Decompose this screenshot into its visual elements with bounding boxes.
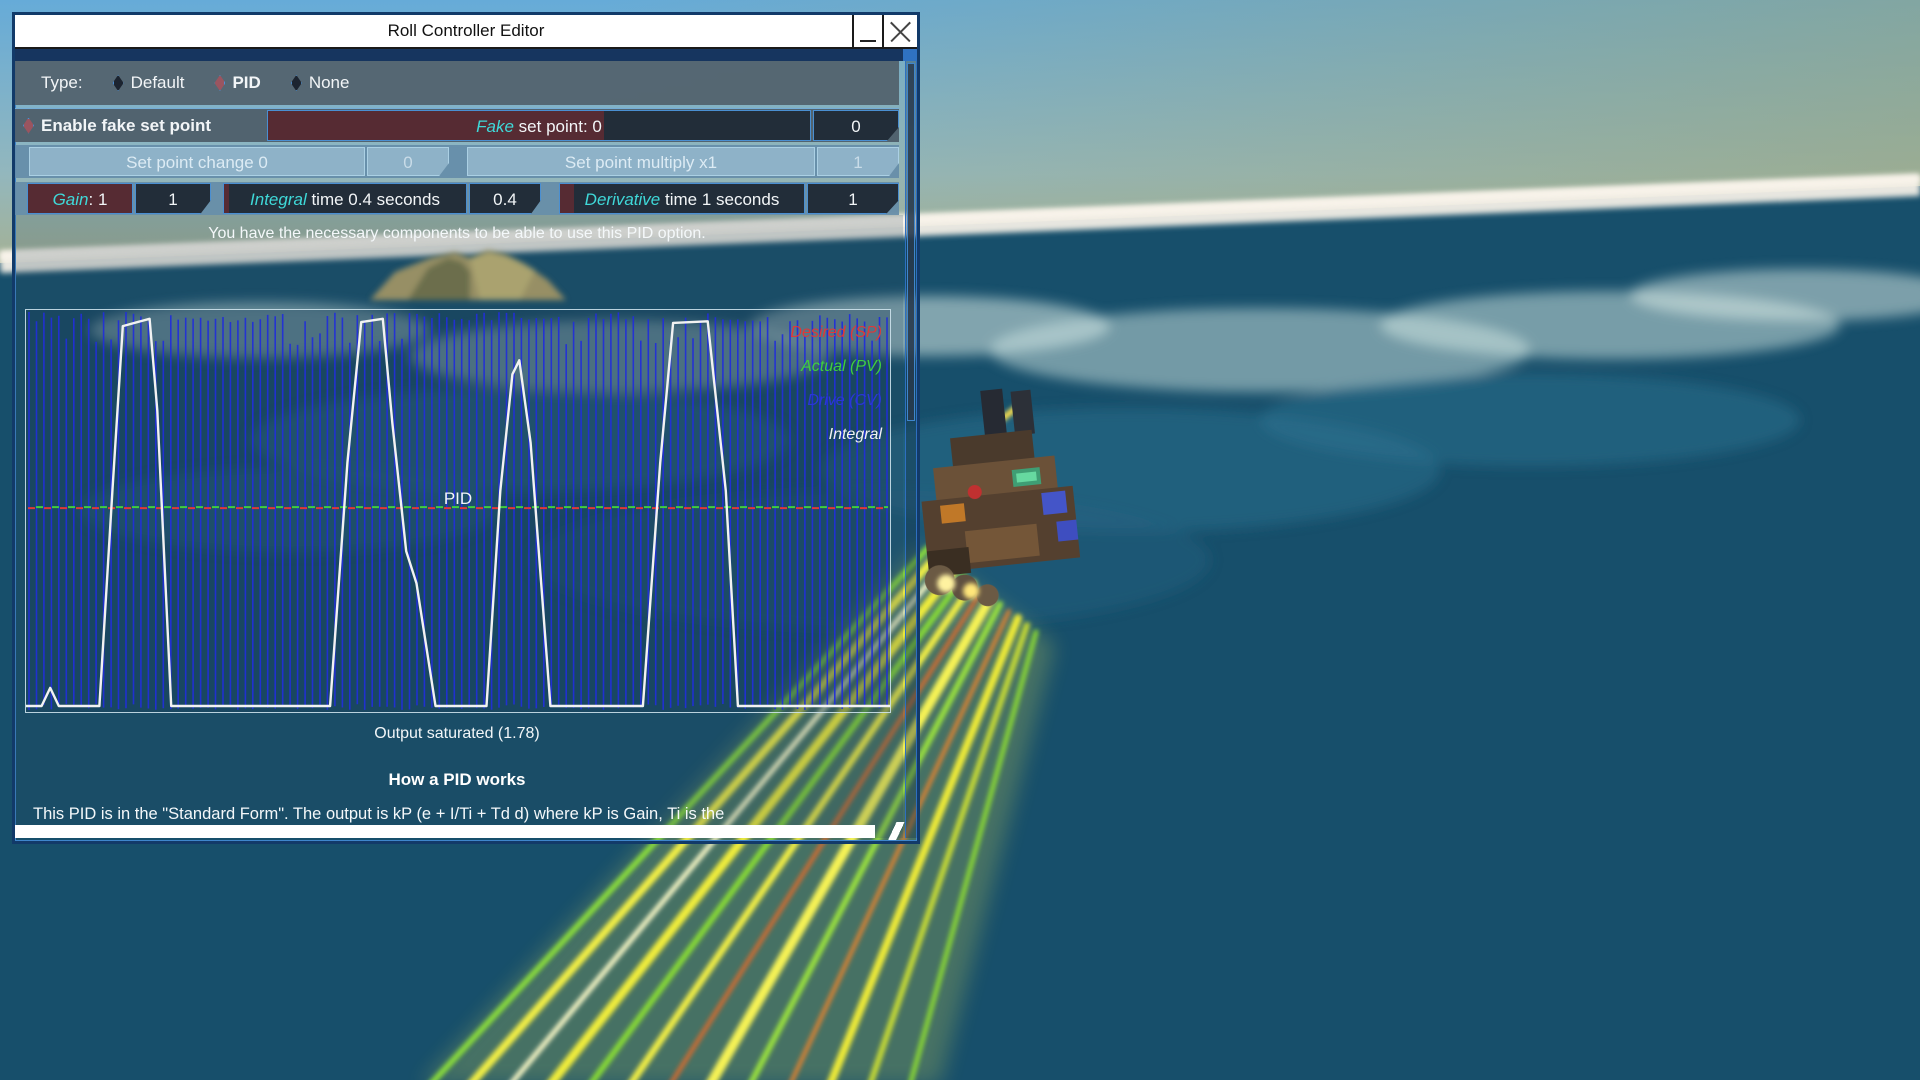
vertical-scrollbar-thumb[interactable] (907, 63, 915, 421)
saturation-text: Output saturated (1.78) (374, 725, 540, 742)
scrollbar-cap (903, 49, 917, 61)
radio-default[interactable]: Default (112, 73, 184, 93)
setpoint-adjust-row: Set point change 0 0 Set point multiply … (15, 145, 899, 178)
roll-controller-editor-window: Roll Controller Editor Type: Default PID (12, 12, 920, 844)
setpoint-change-value[interactable]: 0 (367, 147, 449, 176)
fake-setpoint-slider[interactable]: Fake set point: 0 (267, 110, 811, 141)
minimize-button[interactable] (852, 15, 882, 47)
setpoint-multiply-slider[interactable]: Set point multiply x1 (467, 147, 815, 176)
horizontal-scrollbar[interactable] (15, 825, 875, 838)
slider-keyword: Gain (52, 190, 89, 209)
vehicle (921, 388, 1081, 607)
fake-setpoint-value[interactable]: 0 (813, 110, 899, 141)
checkbox-diamond-icon (23, 117, 34, 134)
type-label: Type: (41, 73, 83, 92)
radio-pid[interactable]: PID (214, 73, 261, 93)
radio-diamond-icon (112, 75, 124, 91)
graph-center-label: PID (443, 488, 473, 508)
radio-diamond-icon (290, 75, 302, 91)
thruster-trails (430, 545, 1039, 1080)
howto-heading: How a PID works (388, 770, 526, 789)
header-strip (15, 49, 917, 61)
close-button[interactable] (882, 15, 917, 47)
minimize-icon (860, 40, 876, 42)
legend-desired: Desired (SP) (790, 324, 882, 341)
integral-time-value[interactable]: 0.4 (469, 183, 541, 214)
slider-keyword: Derivative (584, 190, 661, 209)
howto-body: This PID is in the "Standard Form". The … (33, 805, 725, 823)
pid-graph: Desired (SP) Actual (PV) Drive (CV) Inte… (25, 309, 891, 713)
type-row: Type: Default PID None (15, 61, 899, 105)
slider-keyword: Integral (250, 190, 307, 209)
gain-value[interactable]: 1 (135, 183, 211, 214)
legend-actual: Actual (PV) (801, 358, 882, 375)
slider-fill (28, 184, 132, 213)
island (370, 250, 566, 300)
legend-integral: Integral (828, 426, 882, 443)
slider-fill (560, 184, 574, 213)
resize-grip[interactable] (877, 822, 913, 840)
components-message: You have the necessary components to be … (208, 225, 706, 242)
radio-diamond-icon (214, 75, 226, 91)
slider-keyword: Fake (476, 117, 514, 136)
derivative-time-slider[interactable]: Derivative time 1 seconds (559, 183, 805, 214)
legend-drive: Drive (CV) (807, 392, 882, 409)
slider-text: set point: 0 (513, 117, 602, 136)
pid-params-row: Gain: 1 1 Integral time 0.4 seconds 0.4 … (15, 182, 899, 215)
derivative-time-value[interactable]: 1 (807, 183, 899, 214)
enable-fake-setpoint-checkbox[interactable]: Enable fake set point (23, 109, 211, 142)
gain-slider[interactable]: Gain: 1 (27, 183, 133, 214)
title-bar[interactable]: Roll Controller Editor (15, 15, 917, 49)
radio-none[interactable]: None (290, 73, 349, 93)
graph-legend: Desired (SP) Actual (PV) Drive (CV) Inte… (790, 316, 882, 452)
window-title: Roll Controller Editor (387, 21, 545, 40)
slider-fill (268, 111, 605, 140)
fake-setpoint-row: Enable fake set point Fake set point: 0 … (15, 108, 899, 142)
integral-time-slider[interactable]: Integral time 0.4 seconds (223, 183, 467, 214)
slider-fill (224, 184, 229, 213)
vertical-scrollbar-track[interactable] (905, 61, 917, 838)
setpoint-multiply-value[interactable]: 1 (817, 147, 899, 176)
close-icon (884, 15, 917, 47)
setpoint-change-slider[interactable]: Set point change 0 (29, 147, 365, 176)
